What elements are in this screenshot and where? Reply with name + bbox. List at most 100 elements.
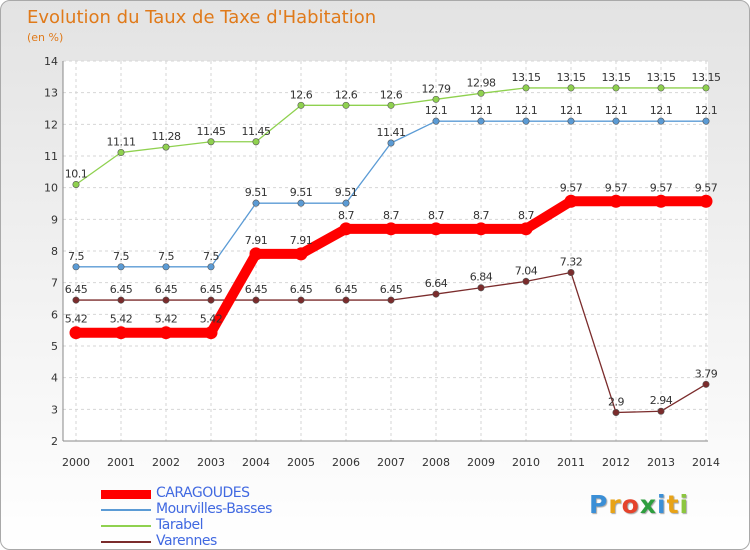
legend-item-varennes: Varennes (101, 533, 341, 549)
data-label-mourvilles-basses: 12.1 (560, 104, 583, 117)
legend-swatch-tarabel (101, 525, 151, 527)
data-label-caragoudes: 5.42 (200, 313, 223, 326)
data-label-mourvilles-basses: 12.1 (515, 104, 538, 117)
legend-label-tarabel: Tarabel (156, 517, 204, 533)
data-point-caragoudes (699, 194, 713, 208)
data-label-varennes: 6.45 (335, 283, 358, 296)
data-label-tarabel: 13.15 (647, 71, 676, 84)
legend-item-mourvilles-basses: Mourvilles-Basses (101, 501, 341, 518)
x-tick-label: 2004 (242, 456, 270, 469)
y-tick-label: 14 (44, 55, 58, 68)
data-point-varennes (117, 296, 125, 304)
legend-item-tarabel: Tarabel (101, 517, 341, 534)
data-point-varennes (72, 296, 80, 304)
data-label-mourvilles-basses: 9.51 (245, 186, 268, 199)
data-point-varennes (387, 296, 395, 304)
data-label-tarabel: 13.15 (557, 71, 586, 84)
legend-item-caragoudes: CARAGOUDES (101, 485, 341, 502)
data-point-varennes (207, 296, 215, 304)
data-label-tarabel: 10.1 (65, 168, 88, 181)
y-tick-label: 7 (51, 277, 58, 290)
x-tick-label: 2007 (377, 456, 405, 469)
data-label-varennes: 6.45 (155, 283, 178, 296)
data-label-varennes: 6.45 (200, 283, 223, 296)
data-point-tarabel (342, 101, 350, 109)
data-label-tarabel: 12.98 (467, 76, 496, 89)
data-point-varennes (252, 296, 260, 304)
data-label-mourvilles-basses: 7.5 (158, 250, 174, 263)
data-point-mourvilles-basses (117, 263, 125, 271)
logo-letter: x (639, 490, 657, 519)
data-label-varennes: 2.94 (650, 394, 673, 407)
data-label-caragoudes: 5.42 (155, 313, 178, 326)
data-point-caragoudes (204, 326, 218, 340)
data-point-tarabel (252, 138, 260, 146)
data-label-mourvilles-basses: 12.1 (605, 104, 628, 117)
legend-label-mourvilles-basses: Mourvilles-Basses (156, 501, 272, 517)
data-point-tarabel (72, 181, 80, 189)
data-point-caragoudes (564, 194, 578, 208)
data-label-mourvilles-basses: 9.51 (290, 186, 313, 199)
data-point-mourvilles-basses (702, 117, 710, 125)
data-label-mourvilles-basses: 12.1 (470, 104, 493, 117)
data-point-tarabel (387, 101, 395, 109)
data-point-caragoudes (519, 222, 533, 236)
x-tick-label: 2012 (602, 456, 630, 469)
x-tick-label: 2003 (197, 456, 225, 469)
data-label-caragoudes: 9.57 (650, 181, 673, 194)
data-point-varennes (162, 296, 170, 304)
data-point-mourvilles-basses (477, 117, 485, 125)
data-label-mourvilles-basses: 12.1 (695, 104, 718, 117)
data-point-caragoudes (654, 194, 668, 208)
x-tick-label: 2013 (647, 456, 675, 469)
data-point-tarabel (117, 149, 125, 157)
data-label-tarabel: 11.11 (107, 136, 136, 149)
x-tick-label: 2010 (512, 456, 540, 469)
data-label-caragoudes: 8.7 (518, 209, 534, 222)
data-label-caragoudes: 9.57 (560, 181, 583, 194)
logo-letter: i (657, 490, 667, 519)
data-point-mourvilles-basses (72, 263, 80, 271)
data-point-caragoudes (429, 222, 443, 236)
data-point-mourvilles-basses (207, 263, 215, 271)
data-label-varennes: 6.45 (110, 283, 133, 296)
data-point-tarabel (162, 143, 170, 151)
data-point-mourvilles-basses (297, 199, 305, 207)
x-tick-label: 2006 (332, 456, 360, 469)
logo-letter: P (589, 490, 609, 519)
legend-label-caragoudes: CARAGOUDES (156, 485, 250, 501)
chart-subtitle: (en %) (27, 31, 64, 44)
x-tick-label: 2001 (107, 456, 135, 469)
data-label-varennes: 7.04 (515, 264, 538, 277)
plot-area (63, 61, 708, 441)
data-point-tarabel (432, 95, 440, 103)
data-label-caragoudes: 8.7 (428, 209, 444, 222)
legend-swatch-caragoudes (101, 490, 151, 499)
data-point-tarabel (522, 84, 530, 92)
data-label-tarabel: 12.6 (380, 88, 403, 101)
data-label-mourvilles-basses: 9.51 (335, 186, 358, 199)
y-tick-label: 3 (51, 403, 58, 416)
y-tick-label: 11 (44, 150, 58, 163)
data-label-mourvilles-basses: 12.1 (650, 104, 673, 117)
data-point-varennes (297, 296, 305, 304)
data-label-tarabel: 11.45 (197, 125, 226, 138)
data-label-tarabel: 13.15 (602, 71, 631, 84)
chart-title: Evolution du Taux de Taxe d'Habitation (27, 7, 377, 28)
data-point-caragoudes (384, 222, 398, 236)
data-point-mourvilles-basses (432, 117, 440, 125)
data-point-varennes (612, 408, 620, 416)
data-point-varennes (477, 284, 485, 292)
data-label-caragoudes: 8.7 (473, 209, 489, 222)
y-tick-label: 12 (44, 118, 58, 131)
data-point-tarabel (477, 89, 485, 97)
x-tick-label: 2011 (557, 456, 585, 469)
data-point-tarabel (612, 84, 620, 92)
data-label-varennes: 3.79 (695, 367, 718, 380)
data-point-caragoudes (609, 194, 623, 208)
y-tick-label: 10 (44, 182, 58, 195)
data-point-mourvilles-basses (657, 117, 665, 125)
data-point-mourvilles-basses (567, 117, 575, 125)
data-label-varennes: 6.45 (245, 283, 268, 296)
